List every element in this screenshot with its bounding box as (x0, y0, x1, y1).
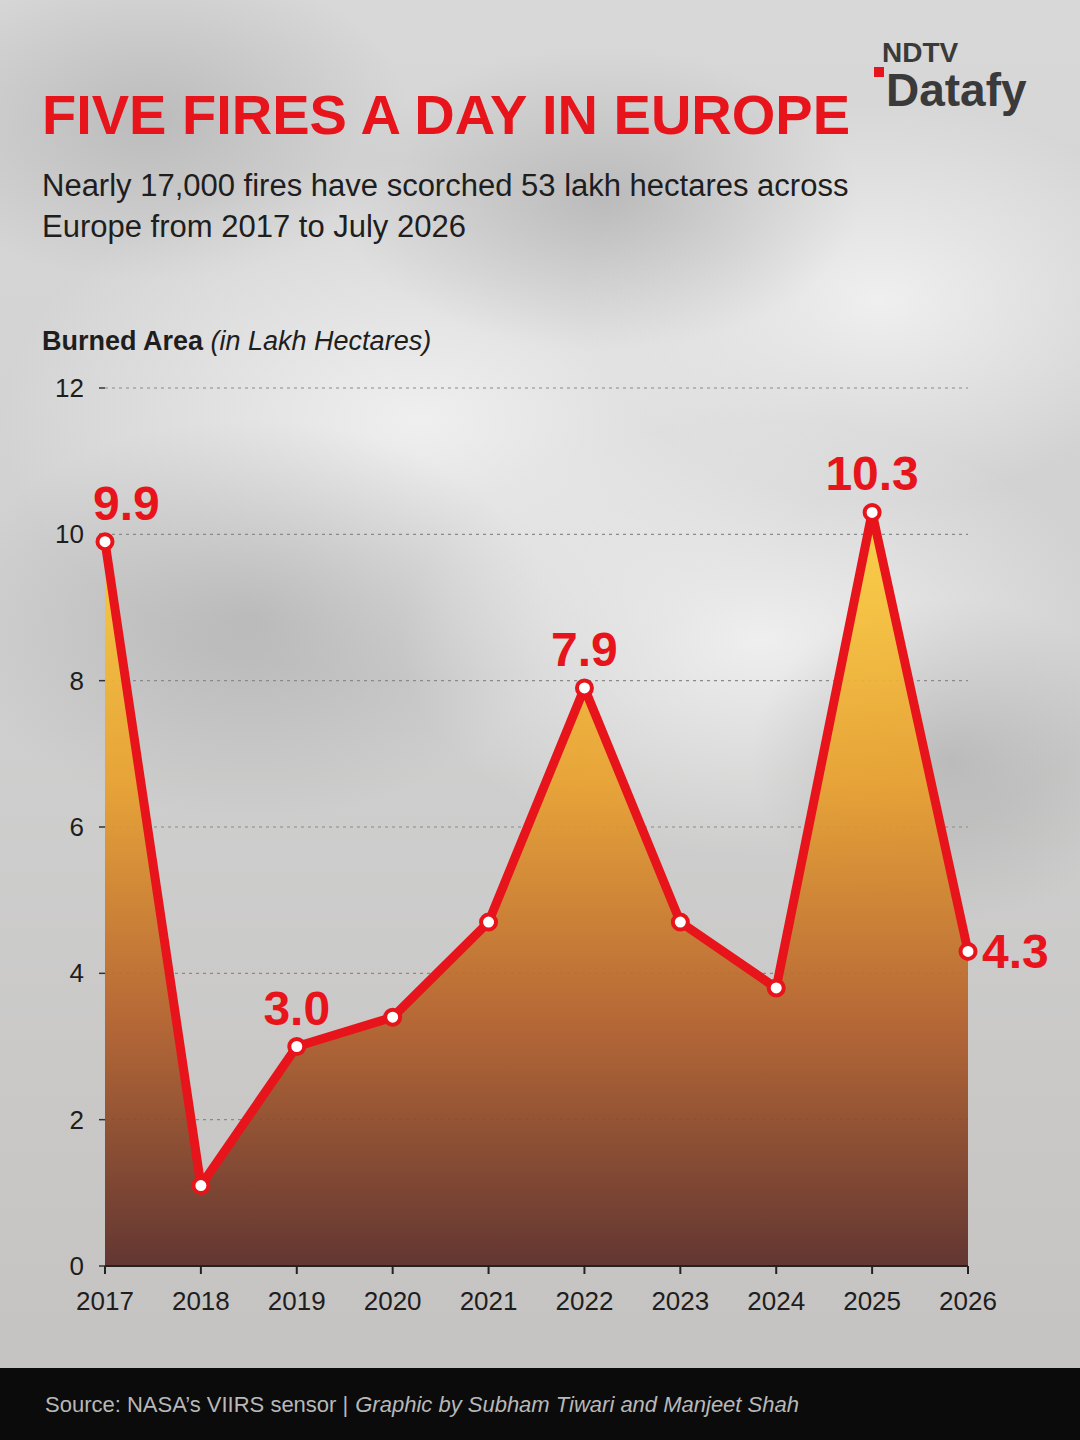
point (385, 1010, 400, 1025)
x-tick (871, 1266, 873, 1274)
point (961, 944, 976, 959)
point (673, 915, 688, 930)
x-tick (200, 1266, 202, 1274)
y-tick (99, 680, 105, 682)
y-tick (99, 1119, 105, 1121)
point (865, 505, 880, 520)
x-tick-label: 2025 (843, 1286, 901, 1316)
y-tick (99, 826, 105, 828)
brand-sub: Datafy (886, 64, 1027, 116)
x-tick (104, 1266, 106, 1274)
plot-marks (105, 512, 968, 1266)
line (105, 512, 968, 1185)
data-label: 3.0 (263, 982, 330, 1035)
y-tick (99, 973, 105, 975)
y-tick-label: 10 (55, 519, 84, 549)
footer-bar (0, 1368, 1080, 1440)
x-tick-label: 2022 (556, 1286, 614, 1316)
data-label: 7.9 (551, 623, 618, 676)
subtitle: Nearly 17,000 fires have scorched 53 lak… (42, 168, 848, 244)
x-tick-label: 2019 (268, 1286, 326, 1316)
data-label: 9.9 (93, 477, 160, 530)
credit: Graphic by Subham Tiwari and Manjeet Sha… (355, 1392, 799, 1417)
y-tick-label: 4 (70, 958, 84, 988)
y-tick (99, 387, 105, 389)
x-tick-label: 2017 (76, 1286, 134, 1316)
x-tick-label: 2026 (939, 1286, 997, 1316)
brand-dot (874, 67, 884, 77)
grid-line (105, 534, 968, 535)
x-tick (296, 1266, 298, 1274)
x-tick (679, 1266, 681, 1274)
x-tick (583, 1266, 585, 1274)
y-axis-title: Burned Area (in Lakh Hectares) (42, 326, 431, 356)
x-tick-label: 2024 (747, 1286, 805, 1316)
point (481, 915, 496, 930)
y-tick-label: 8 (70, 666, 84, 696)
x-axis (105, 1265, 968, 1267)
data-label: 4.3 (982, 925, 1049, 978)
x-tick-label: 2020 (364, 1286, 422, 1316)
point (769, 980, 784, 995)
source: Source: NASA’s VIIRS sensor | (45, 1392, 348, 1417)
point (193, 1178, 208, 1193)
x-tick (392, 1266, 394, 1274)
y-tick-label: 12 (55, 373, 84, 403)
area (105, 512, 968, 1266)
x-tick-label: 2023 (651, 1286, 709, 1316)
y-tick-label: 2 (70, 1105, 84, 1135)
x-tick (775, 1266, 777, 1274)
x-tick-label: 2021 (460, 1286, 518, 1316)
data-label: 10.3 (825, 447, 918, 500)
title: FIVE FIRES A DAY IN EUROPE (42, 83, 850, 146)
x-tick-label: 2018 (172, 1286, 230, 1316)
grid-line (105, 387, 968, 388)
y-tick-label: 6 (70, 812, 84, 842)
grid (99, 388, 968, 1266)
x-tick (967, 1266, 969, 1274)
line-marks (98, 505, 976, 1193)
point (289, 1039, 304, 1054)
point (577, 680, 592, 695)
point (98, 534, 113, 549)
y-tick-label: 0 (70, 1251, 84, 1281)
x-tick (488, 1266, 490, 1274)
chart: FIVE FIRES A DAY IN EUROPENDTVDatafyNear… (0, 0, 1080, 1440)
